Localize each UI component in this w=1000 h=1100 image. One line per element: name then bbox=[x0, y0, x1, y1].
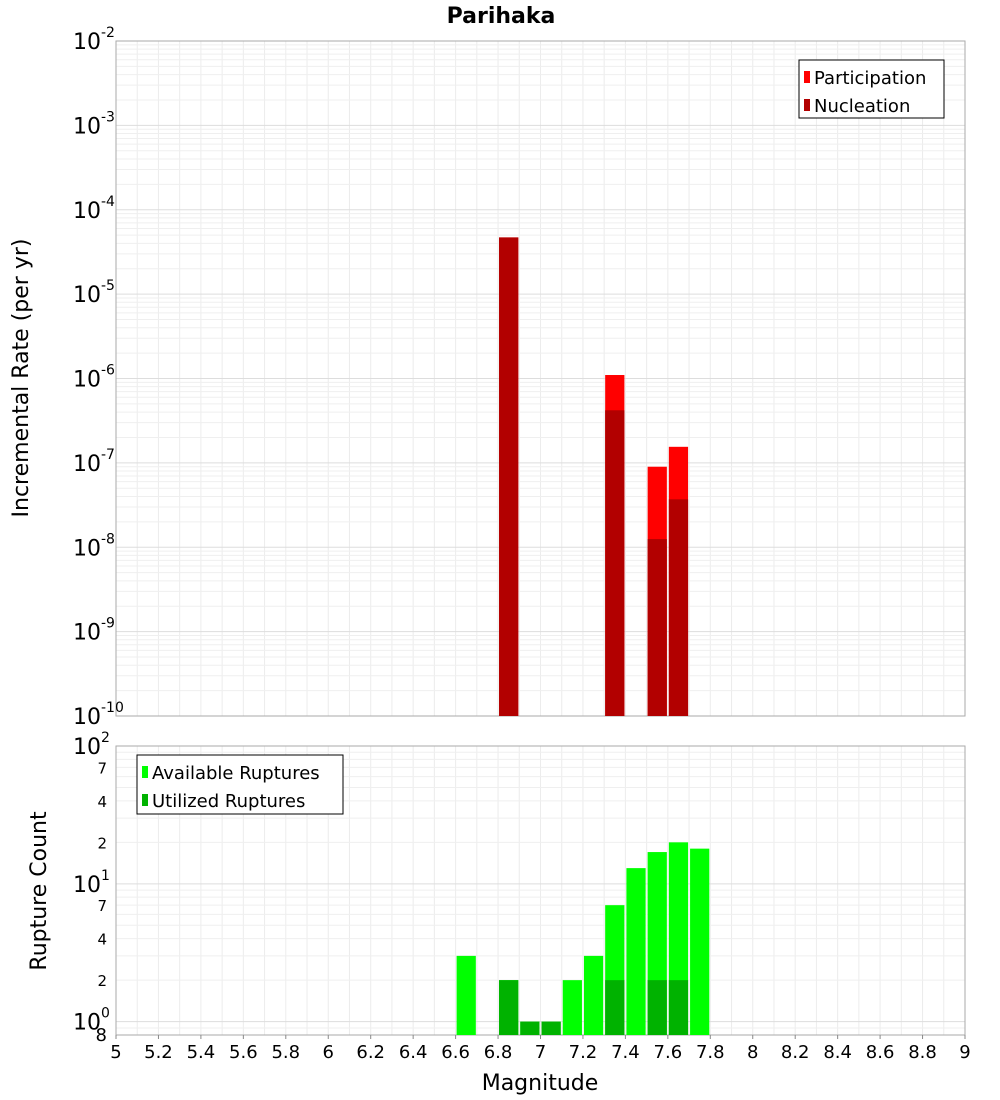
y-tick-label: 10-8 bbox=[73, 531, 115, 561]
x-tick-label: 6.2 bbox=[356, 1042, 385, 1063]
y-minor-tick-label: 2 bbox=[97, 834, 107, 852]
nucleation-bar bbox=[668, 499, 689, 716]
utilized-ruptures-bar bbox=[668, 980, 689, 1035]
x-tick-label: 7.8 bbox=[696, 1042, 725, 1063]
nucleation-bar bbox=[647, 539, 667, 716]
y-tick-label: 10-3 bbox=[73, 109, 115, 139]
available-ruptures-bar bbox=[456, 955, 476, 1035]
x-tick-label: 6.4 bbox=[399, 1042, 428, 1063]
x-tick-label: 7.2 bbox=[569, 1042, 598, 1063]
legend-swatch bbox=[804, 99, 810, 111]
x-axis-label: Magnitude bbox=[482, 1071, 599, 1096]
y-minor-tick-label: 8 bbox=[96, 1025, 107, 1046]
bottom-legend: Available Ruptures Utilized Ruptures bbox=[136, 754, 344, 815]
x-tick-label: 5.2 bbox=[144, 1042, 173, 1063]
top-y-axis-label: Incremental Rate (per yr) bbox=[9, 239, 34, 518]
bottom-y-axis-label: Rupture Count bbox=[27, 811, 52, 971]
available-ruptures-bar bbox=[690, 848, 710, 1035]
utilized-ruptures-bar bbox=[499, 980, 519, 1035]
legend-label: Utilized Ruptures bbox=[152, 791, 305, 812]
legend-box bbox=[798, 59, 945, 119]
x-tick-label: 8.4 bbox=[823, 1042, 852, 1063]
utilized-ruptures-bar bbox=[647, 980, 667, 1035]
x-tick-label: 6 bbox=[323, 1042, 334, 1063]
legend-swatch bbox=[142, 766, 148, 778]
utilized-ruptures-bar bbox=[520, 1021, 540, 1035]
x-tick-label: 5.8 bbox=[271, 1042, 300, 1063]
utilized-ruptures-bar bbox=[541, 1021, 561, 1035]
y-minor-tick-label: 7 bbox=[97, 897, 107, 915]
nucleation-bar bbox=[605, 410, 625, 716]
top-legend: Participation Nucleation bbox=[798, 59, 945, 119]
available-ruptures-bar bbox=[562, 980, 582, 1035]
x-tick-label: 7.4 bbox=[611, 1042, 640, 1063]
legend-label: Available Ruptures bbox=[152, 763, 320, 784]
top-bars bbox=[499, 237, 689, 716]
top-plot-grid bbox=[115, 41, 966, 717]
top-plot-area bbox=[115, 40, 966, 717]
y-tick-label: 100 bbox=[73, 1006, 110, 1036]
y-tick-label: 10-9 bbox=[73, 616, 115, 646]
legend-label: Participation bbox=[814, 68, 926, 89]
y-tick-label: 10-2 bbox=[73, 25, 115, 55]
y-tick-label: 10-4 bbox=[73, 194, 115, 224]
x-tick-label: 6.6 bbox=[441, 1042, 470, 1063]
x-tick-label: 5 bbox=[110, 1042, 121, 1063]
legend-label: Nucleation bbox=[814, 96, 910, 117]
x-axis-ticks: 5 5.2 5.4 5.6 5.8 6 6.2 6.4 6.6 6.8 7 7.2 7.4 7.6 7.8 8… bbox=[110, 1035, 971, 1063]
y-minor-tick-label: 2 bbox=[97, 972, 107, 990]
x-tick-label: 8 bbox=[747, 1042, 758, 1063]
top-y-axis-ticks: 10-10 10-9 10-8 10-7 10-6 10-5 10-4 10-3 10-2 bbox=[73, 25, 124, 730]
x-tick-label: 8.6 bbox=[866, 1042, 895, 1063]
utilized-ruptures-bar bbox=[605, 980, 625, 1035]
legend-box bbox=[136, 754, 344, 815]
y-tick-label: 10-5 bbox=[73, 278, 115, 308]
y-tick-label: 10-10 bbox=[73, 700, 124, 730]
x-tick-label: 6.8 bbox=[484, 1042, 513, 1063]
legend-swatch bbox=[804, 71, 810, 83]
x-tick-label: 8.8 bbox=[908, 1042, 937, 1063]
y-tick-label: 101 bbox=[73, 868, 110, 898]
y-tick-label: 10-7 bbox=[73, 447, 115, 477]
y-tick-label: 102 bbox=[73, 730, 110, 760]
available-ruptures-bar bbox=[626, 868, 646, 1035]
y-tick-label: 10-6 bbox=[73, 363, 115, 393]
x-tick-label: 5.6 bbox=[229, 1042, 258, 1063]
x-tick-label: 7.6 bbox=[654, 1042, 683, 1063]
x-tick-label: 9 bbox=[959, 1042, 970, 1063]
y-minor-tick-label: 4 bbox=[97, 793, 107, 811]
bottom-bars bbox=[456, 842, 710, 1035]
nucleation-bar bbox=[499, 237, 519, 716]
available-ruptures-bar bbox=[583, 955, 604, 1035]
x-tick-label: 7 bbox=[535, 1042, 546, 1063]
y-minor-tick-label: 7 bbox=[97, 759, 107, 777]
x-tick-label: 8.2 bbox=[781, 1042, 810, 1063]
x-tick-label: 5.4 bbox=[187, 1042, 216, 1063]
y-minor-tick-label: 4 bbox=[97, 931, 107, 949]
chart-title: Parihaka bbox=[447, 4, 556, 29]
bottom-y-axis-ticks: 100 101 102 8 2 4 7 2 4 7 bbox=[73, 730, 110, 1046]
legend-swatch bbox=[142, 794, 148, 806]
